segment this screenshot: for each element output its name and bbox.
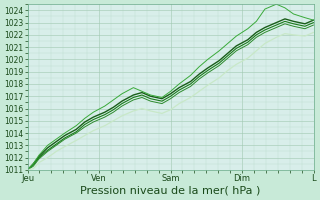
X-axis label: Pression niveau de la mer( hPa ): Pression niveau de la mer( hPa ) [80,186,261,196]
